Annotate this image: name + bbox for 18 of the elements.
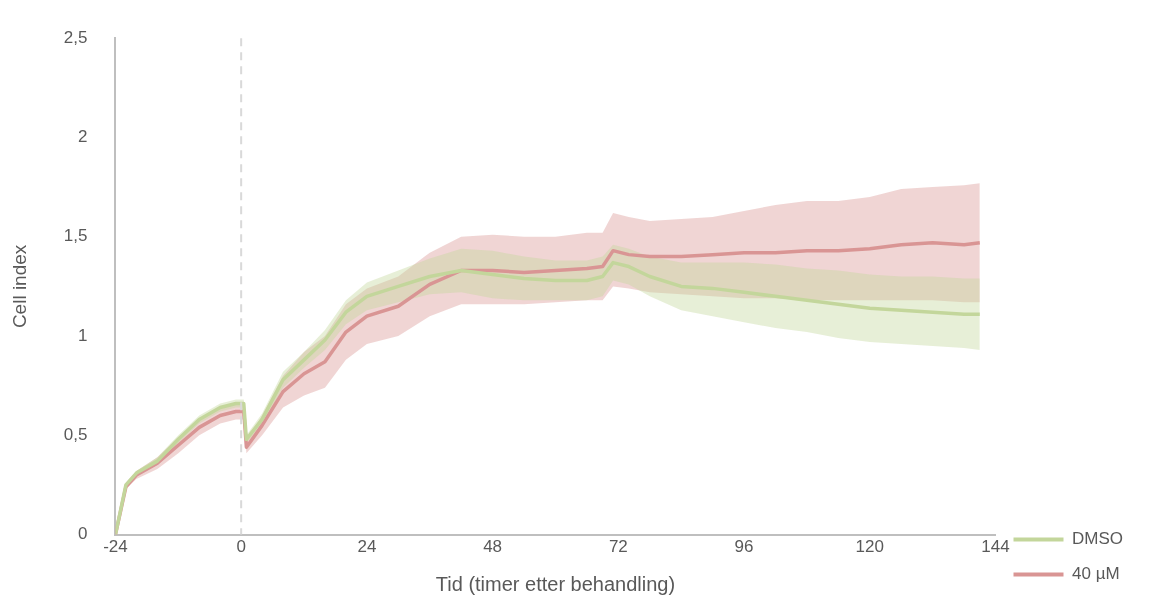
x-tick-label: 120 [855, 537, 884, 557]
x-tick-label: 144 [981, 537, 1010, 557]
x-tick-label: 24 [357, 537, 377, 557]
x-tick-label: 48 [483, 537, 503, 557]
legend-label: 40 µM [1072, 564, 1120, 584]
x-tick-label: 72 [608, 537, 628, 557]
legend-label: DMSO [1072, 529, 1123, 549]
x-tick-label: 0 [236, 537, 246, 557]
y-tick-label: 0,5 [63, 425, 88, 445]
y-tick-label: 0 [77, 524, 88, 544]
y-tick-label: 2,5 [63, 27, 88, 47]
y-tick-label: 1 [77, 325, 88, 345]
y-tick-label: 1,5 [63, 226, 88, 246]
x-tick-label: 96 [734, 537, 754, 557]
x-axis-title: Tid (timer etter behandling) [435, 572, 676, 595]
y-tick-label: 2 [77, 127, 88, 147]
x-tick-label: -24 [103, 537, 128, 557]
y-axis-title: Cell index [8, 244, 30, 329]
